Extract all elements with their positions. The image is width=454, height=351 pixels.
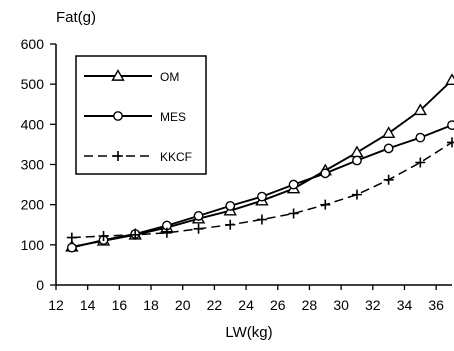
data-point-kkcf [225, 219, 236, 230]
x-ticks: 12 14 16 18 20 22 24 26 28 30 32 34 36 [48, 285, 444, 313]
y-tick-label: 0 [36, 277, 44, 293]
data-point-mes [193, 211, 204, 221]
data-point-mes [257, 191, 267, 202]
legend-label-mes: MES [160, 110, 186, 124]
data-point-kkcf [66, 232, 77, 243]
x-tick-label: 28 [302, 297, 318, 313]
data-point-mes [288, 179, 299, 190]
y-tick-label: 500 [21, 76, 45, 92]
data-point-mes [225, 200, 236, 211]
data-point-mes [66, 242, 77, 253]
y-tick-label: 600 [21, 36, 45, 52]
data-point-om [381, 126, 396, 138]
x-tick-label: 24 [238, 297, 254, 313]
data-point-kkcf [320, 199, 331, 210]
data-point-kkcf [130, 229, 141, 240]
data-point-mes [320, 168, 331, 179]
y-tick-label: 300 [21, 157, 45, 173]
data-point-mes [383, 143, 394, 154]
data-point-kkcf [447, 137, 454, 148]
data-point-mes [447, 120, 454, 131]
y-tick-label: 100 [21, 237, 45, 253]
x-tick-label: 32 [365, 297, 381, 313]
series-kkcf [66, 137, 454, 243]
data-point-kkcf [193, 223, 204, 234]
x-tick-label: 16 [112, 297, 128, 313]
x-tick-label: 36 [428, 297, 444, 313]
data-point-om [413, 103, 428, 116]
legend-marker-om [111, 69, 125, 81]
data-point-kkcf [161, 227, 172, 238]
x-tick-label: 20 [175, 297, 191, 313]
series-layer [65, 73, 454, 253]
legend-marker-mes [113, 111, 123, 121]
y-tick-label: 200 [21, 197, 45, 213]
legend-label-kkcf: KKCF [160, 150, 192, 164]
x-tick-label: 30 [333, 297, 349, 313]
data-point-kkcf [415, 157, 426, 168]
data-point-kkcf [288, 208, 299, 219]
data-point-kkcf [351, 189, 362, 200]
legend-marker-kkcf [113, 151, 123, 161]
x-tick-label: 22 [207, 297, 223, 313]
data-point-mes [415, 132, 426, 143]
x-tick-label: 18 [143, 297, 159, 313]
y-ticks: 0 100 200 300 400 500 600 [21, 36, 56, 293]
data-point-kkcf [256, 214, 267, 225]
data-point-om [350, 145, 364, 158]
y-axis-label: Fat(g) [56, 9, 96, 26]
x-tick-label: 12 [48, 297, 64, 313]
legend: OM MES KKCF [75, 55, 207, 175]
x-axis-label: LW(kg) [225, 324, 272, 341]
y-tick-label: 400 [21, 116, 45, 132]
data-point-mes [352, 155, 362, 166]
x-tick-label: 14 [80, 297, 96, 313]
data-point-kkcf [98, 230, 109, 241]
legend-label-om: OM [160, 70, 179, 84]
data-point-kkcf [383, 174, 394, 185]
x-tick-label: 34 [397, 297, 413, 313]
data-point-om [445, 73, 454, 85]
x-tick-label: 26 [270, 297, 286, 313]
